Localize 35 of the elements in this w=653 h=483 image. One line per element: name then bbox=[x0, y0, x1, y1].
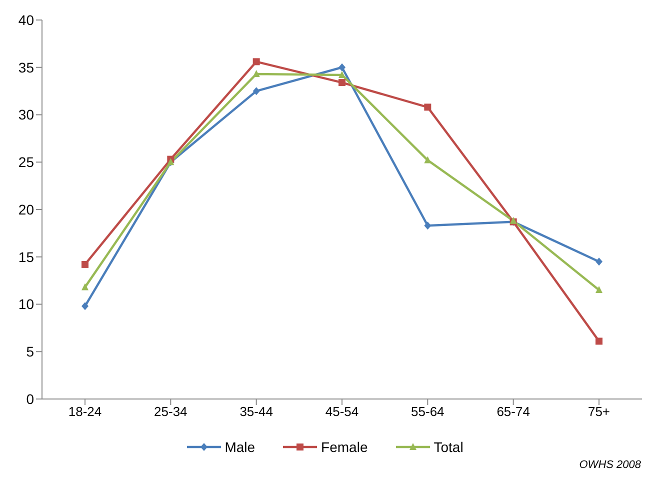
point bbox=[82, 302, 88, 310]
x-tick-label: 18-24 bbox=[68, 404, 102, 420]
y-tick-label: 35 bbox=[18, 59, 34, 76]
point bbox=[596, 258, 602, 266]
y-tick-label: 20 bbox=[18, 201, 34, 218]
legend-label: Total bbox=[434, 439, 464, 455]
x-tick-label: 45-54 bbox=[325, 404, 359, 420]
point bbox=[338, 70, 346, 78]
x-tick-label: 55-64 bbox=[411, 404, 444, 420]
point bbox=[596, 338, 602, 345]
point bbox=[424, 104, 432, 111]
point bbox=[424, 222, 432, 230]
y-tick-label: 15 bbox=[18, 248, 34, 265]
point bbox=[82, 283, 88, 290]
point bbox=[252, 70, 260, 78]
point bbox=[252, 87, 260, 96]
y-tick-label: 30 bbox=[18, 106, 34, 123]
point bbox=[338, 79, 346, 86]
point bbox=[338, 63, 346, 72]
x-tick-label: 35-44 bbox=[240, 404, 273, 420]
y-tick-label: 25 bbox=[18, 154, 34, 170]
x-tick-label: 65-74 bbox=[496, 404, 530, 420]
y-tick-label: 40 bbox=[18, 12, 34, 28]
y-tick-label: 5 bbox=[26, 344, 34, 360]
x-tick-label: 75+ bbox=[588, 404, 610, 420]
legend-label: Female bbox=[321, 439, 368, 455]
y-tick-label: 0 bbox=[26, 390, 34, 407]
text: OWHS 2008 bbox=[579, 459, 641, 471]
legend-label: Male bbox=[224, 439, 256, 455]
point bbox=[252, 58, 260, 66]
point bbox=[596, 286, 602, 294]
x-tick-label: 25-34 bbox=[154, 404, 188, 420]
point bbox=[424, 156, 432, 164]
y-tick-label: 10 bbox=[18, 296, 34, 312]
point bbox=[82, 260, 88, 268]
